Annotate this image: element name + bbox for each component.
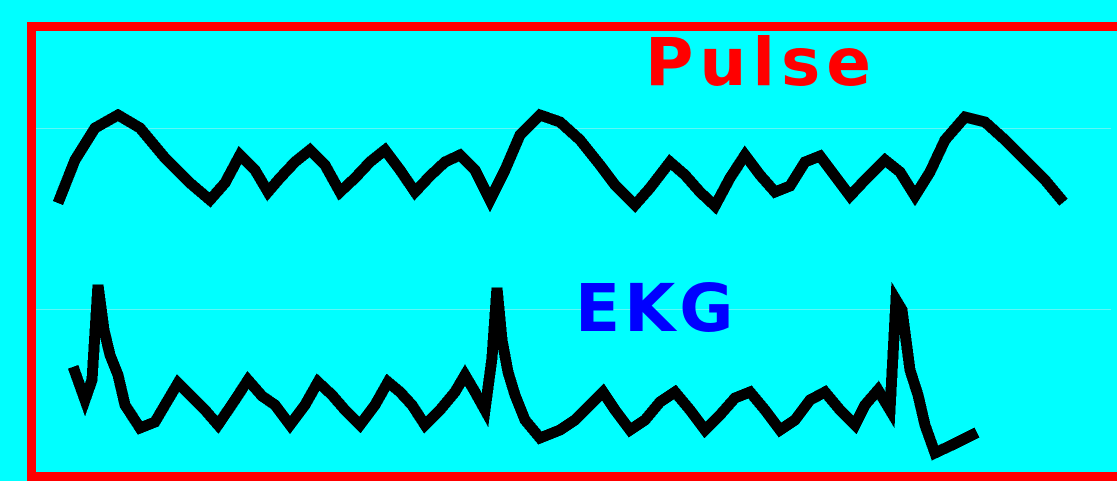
pulse-label: Pulse [645, 24, 878, 101]
ekg-label: EKG [575, 270, 738, 347]
pulse-waveform [52, 108, 1068, 215]
monitor-frame [27, 22, 1117, 481]
middle-divider [36, 309, 1111, 310]
ekg-waveform [67, 281, 980, 461]
